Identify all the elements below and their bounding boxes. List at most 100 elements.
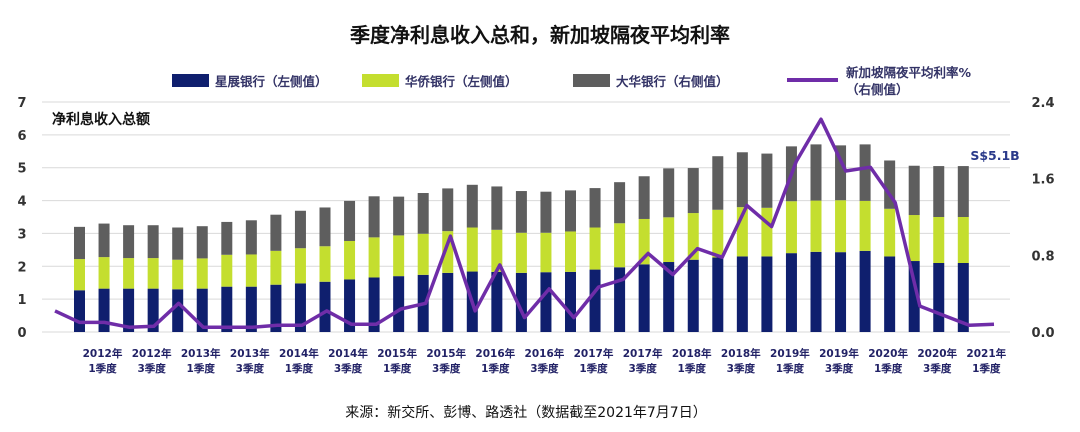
x-tick-label-quarter: 3季度 [236,362,265,375]
bar-uob [736,152,748,208]
legend-swatch-dbs [172,74,209,87]
bar-ocbc [466,227,478,272]
bar-dbs [172,289,184,332]
bar-dbs [589,269,601,332]
bar-dbs [515,272,527,332]
y-axis-left: 0 1 2 3 4 5 6 7 [17,96,26,341]
bar-uob [687,168,699,214]
bar-uob [957,166,969,217]
bar-ocbc [98,257,110,289]
x-tick-label-year: 2019年 [819,347,859,360]
bar-ocbc [393,235,405,277]
bar-uob [515,191,527,233]
x-tick-label-year: 2017年 [623,347,663,360]
bar-dbs [884,256,896,332]
bar-ocbc [221,254,233,287]
bar-ocbc [761,207,773,257]
bar-ocbc [442,231,454,273]
bar-uob [74,226,85,260]
bar-ocbc [687,213,699,260]
bar-uob [319,207,331,247]
bar-dbs [123,288,135,332]
x-tick-label-quarter: 1季度 [481,362,510,375]
bar-ocbc [245,254,257,287]
bar-uob [589,188,601,228]
x-tick-label-year: 2018年 [721,347,761,360]
bar-uob [417,193,429,234]
x-tick-label-year: 2012年 [83,347,123,360]
legend-label-dbs: 星展银行（左侧值） [215,74,328,89]
x-tick-label-year: 2020年 [868,347,908,360]
bar-ocbc [908,215,920,262]
bar-ocbc [368,237,380,278]
x-tick-label-quarter: 1季度 [874,362,903,375]
bar-ocbc [491,229,503,272]
x-tick-label-quarter: 1季度 [383,362,412,375]
sora-line-group [54,117,995,329]
bar-ocbc [957,217,969,263]
y-right-tick-label: 0.8 [1031,249,1054,264]
bar-dbs [933,263,945,332]
bar-dbs [565,271,576,332]
bar-uob [466,184,478,228]
bar-uob [712,156,724,210]
bar-ocbc [417,233,429,275]
bar-ocbc [884,208,896,257]
sora-line [54,117,995,329]
bar-dbs [957,263,969,332]
bar-ocbc [565,231,576,272]
bar-dbs [245,286,257,332]
y-left-tick-label: 7 [17,96,26,111]
bar-dbs [761,256,773,332]
source-note: 来源：新交所、彭博、路透社（数据截至2021年7月7日） [345,404,706,421]
bar-ocbc [515,232,527,273]
bar-uob [565,190,576,232]
x-tick-label-year: 2012年 [132,347,172,360]
bar-ocbc [270,250,282,285]
y-right-tick-label: 2.4 [1031,96,1054,111]
legend-label-sora-line1: 新加坡隔夜平均利率% [846,65,972,80]
bar-uob [98,223,110,258]
bar-ocbc [74,259,85,291]
bar-ocbc [540,232,552,273]
bar-dbs [294,283,306,332]
bar-uob [491,186,503,230]
x-tick-label-year: 2013年 [230,347,270,360]
y-left-tick-label: 2 [17,260,26,275]
x-tick-label-quarter: 1季度 [972,362,1001,375]
x-tick-label-year: 2014年 [279,347,319,360]
bar-dbs [614,267,626,332]
bar-dbs [442,272,454,332]
bar-uob [663,168,675,218]
chart-title: 季度净利息收入总和，新加坡隔夜平均利率 [349,23,730,47]
bar-ocbc [859,200,871,251]
bar-ocbc [172,259,184,290]
x-tick-label-year: 2018年 [672,347,712,360]
bar-ocbc [712,209,724,258]
x-tick-label-quarter: 1季度 [285,362,314,375]
bar-ocbc [785,201,797,254]
y-right-tick-label: 1.6 [1031,173,1054,188]
bar-uob [344,200,356,241]
y-left-tick-label: 1 [17,293,26,308]
legend-label-sora-line2: （右侧值） [846,82,909,97]
x-axis: 2012年 1季度 2012年 3季度 2013年 1季度 2013年 3季度 2014年 1季度… [83,347,1007,375]
x-tick-label-year: 2016年 [525,347,565,360]
bar-uob [172,227,184,260]
bar-uob [270,214,282,251]
bar-ocbc [736,207,748,257]
bar-dbs [638,264,650,332]
bar-uob [810,144,822,201]
y-axis-right: 0.0 0.8 1.6 2.4 [1031,96,1054,341]
bar-dbs [712,257,724,332]
bar-ocbc [344,240,356,280]
x-tick-label-year: 2020年 [917,347,957,360]
bar-uob [393,196,405,236]
bar-ocbc [294,248,306,284]
bar-ocbc [589,227,601,270]
legend-label-uob: 大华银行（右侧值） [616,74,729,89]
bar-dbs [491,271,503,332]
legend-swatch-ocbc [362,74,399,87]
bar-uob [123,225,135,259]
